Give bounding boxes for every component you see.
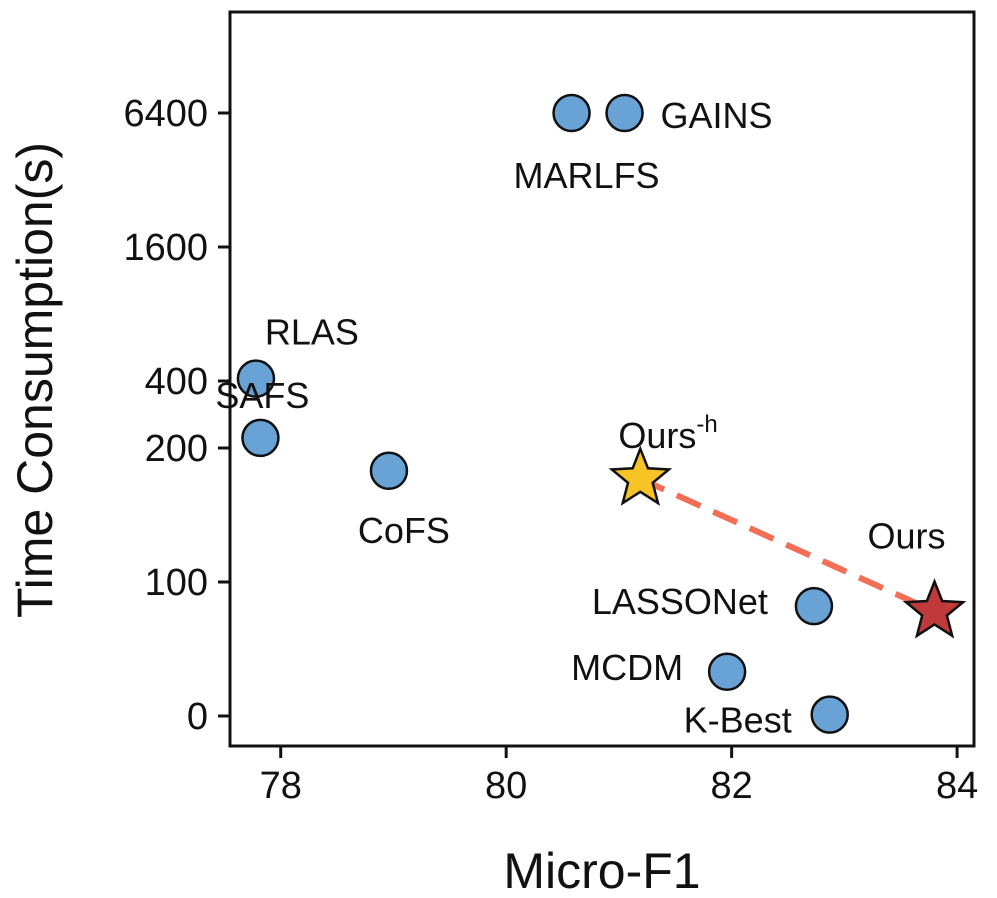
label-ours-h-superscript: -h [696,411,717,438]
label-k-best: K-Best [684,700,792,741]
label-gains-text: GAINS [661,95,773,136]
x-axis-ticks: 78 80 82 84 [260,746,978,807]
y-tick-label-400: 400 [145,361,208,403]
point-safs [241,418,280,458]
y-tick-label-0: 0 [187,696,208,738]
ours-connector-line [639,476,936,615]
y-tick-label-1600: 1600 [123,227,208,269]
label-ours-h-text: Ours [618,415,696,456]
x-tick-label-84: 84 [936,765,978,807]
point-rlas [236,359,276,398]
label-safs-text: SAFS [215,375,309,416]
data-points [236,93,967,734]
y-tick-label-6400: 6400 [123,93,208,135]
x-tick-label-78: 78 [260,765,302,807]
point-k-best [810,695,849,734]
point-cofs [369,451,409,491]
label-mcdm: MCDM [571,647,683,688]
point-marlfs [552,93,591,133]
label-cofs-text: CoFS [358,510,450,551]
label-marlfs-text: MARLFS [514,155,660,196]
x-tick-label-80: 80 [485,765,527,807]
label-lassonet-text: LASSONet [592,581,768,622]
x-axis-label: Micro-F1 [503,843,700,898]
point-gains [605,93,644,133]
y-tick-label-100: 100 [145,562,208,604]
x-tick-label-82: 82 [710,765,752,807]
label-k-best-text: K-Best [684,700,792,741]
label-marlfs: MARLFS [514,155,660,196]
plot-frame [228,10,976,748]
label-lassonet: LASSONet [592,581,768,622]
label-gains: GAINS [661,95,773,136]
point-ours [902,578,967,639]
label-cofs: CoFS [358,510,450,551]
point-mcdm [707,652,747,692]
y-tick-label-200: 200 [145,428,208,470]
point-lassonet [794,586,834,626]
y-axis-label: Time Consumption(s) [7,142,63,618]
y-axis-ticks: 0 100 200 400 1600 6400 [123,93,230,738]
label-ours-text: Ours [868,515,946,556]
label-mcdm-text: MCDM [571,647,683,688]
label-safs: SAFS [215,375,309,416]
label-ours-h: Ours-h [618,411,717,456]
point-ours-h [608,445,673,506]
label-ours: Ours [868,515,946,556]
label-rlas: RLAS [265,312,359,353]
label-rlas-text: RLAS [265,312,359,353]
